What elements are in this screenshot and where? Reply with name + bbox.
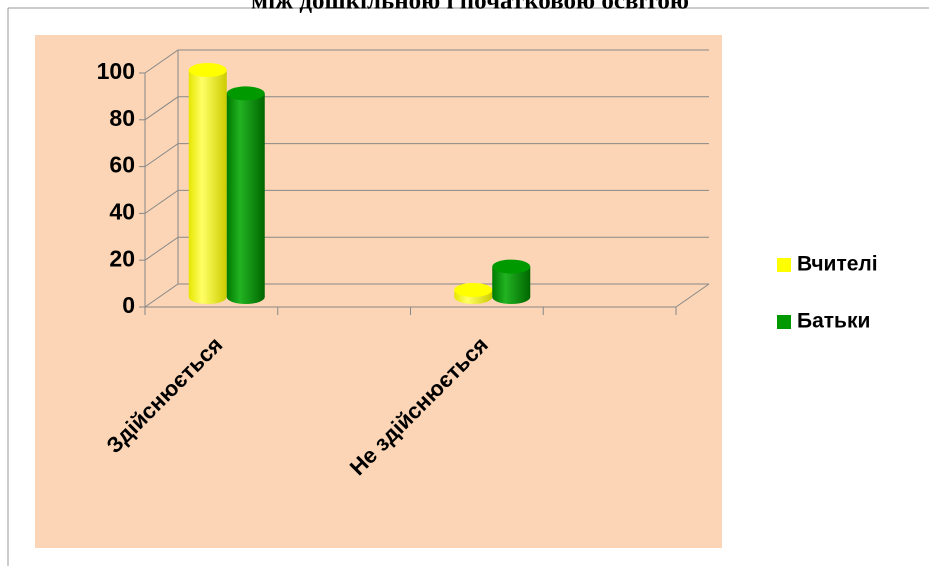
- bar: [492, 259, 531, 304]
- legend-swatch: [777, 258, 791, 272]
- bar-top: [492, 259, 531, 274]
- y-tick-label: 40: [109, 198, 135, 224]
- legend-label: Вчителі: [797, 253, 878, 276]
- grid-line: [144, 236, 709, 261]
- bar-top: [188, 63, 227, 78]
- y-tick-label: 100: [97, 58, 135, 84]
- chart-title: між дошкільною і початковою освітою: [251, 0, 689, 15]
- bar-body: [226, 93, 265, 297]
- bar-top: [226, 86, 265, 101]
- y-tick-label: 80: [109, 105, 135, 131]
- y-tick-label: 20: [109, 245, 135, 271]
- grid-line: [144, 143, 709, 168]
- grid-line: [144, 96, 709, 121]
- y-tick-label: 0: [122, 292, 135, 318]
- grid-line: [144, 283, 709, 308]
- bar: [226, 86, 265, 304]
- bar-top: [454, 282, 493, 297]
- grid-line: [144, 49, 709, 74]
- legend-label: Батьки: [797, 310, 870, 333]
- bar: [454, 282, 493, 304]
- floor-edge: [675, 283, 710, 308]
- grid-line: [144, 189, 709, 214]
- y-tick-label: 60: [109, 152, 135, 178]
- bar-body: [188, 70, 227, 298]
- bar: [188, 63, 227, 304]
- legend-swatch: [777, 315, 791, 329]
- plot-area: [35, 35, 722, 548]
